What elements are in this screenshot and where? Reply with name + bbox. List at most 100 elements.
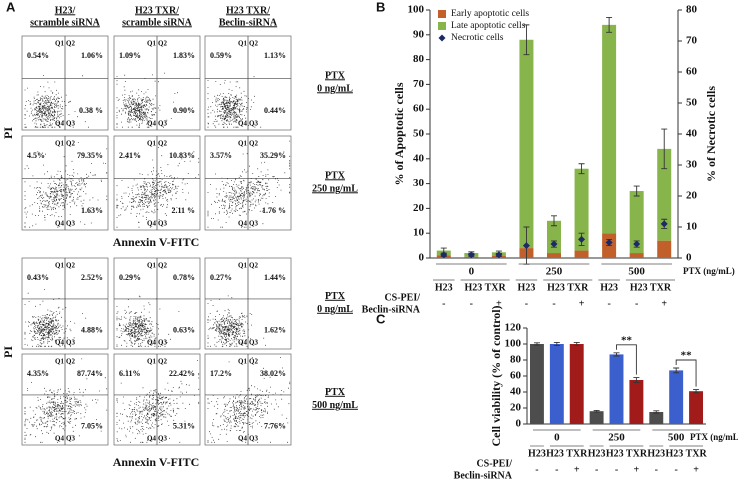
diamond-marker xyxy=(578,235,586,243)
condition-sign: - xyxy=(442,298,445,309)
y-tick-label: 90 xyxy=(413,28,425,40)
category-label: H23 TXR xyxy=(547,282,589,293)
bar xyxy=(529,344,544,424)
legend-label: Late apoptotic cells xyxy=(451,21,526,31)
error-bar xyxy=(633,185,640,197)
quadrant-percent: 1.76 % xyxy=(262,206,286,215)
quadrant-percent: 0.29% xyxy=(119,273,141,282)
bar xyxy=(549,344,564,424)
condition-sign: + xyxy=(693,464,699,475)
diamond-marker xyxy=(522,242,530,250)
row-label: 0 ng/mL xyxy=(317,304,353,315)
condition-sign: - xyxy=(555,464,558,475)
y2-tick-label: 80 xyxy=(686,4,698,16)
condition-sign: - xyxy=(674,464,677,475)
column-header: H23 TXR/ xyxy=(226,5,270,16)
quadrant-percent: 1.62% xyxy=(264,326,286,335)
category-label: H23 TXR xyxy=(666,448,708,459)
bar xyxy=(669,370,684,424)
bar-segment xyxy=(629,253,644,258)
quadrant-name: Q1 xyxy=(238,358,247,366)
y-tick-label: 60 xyxy=(413,103,425,115)
quadrant-name: Q3 xyxy=(249,220,258,228)
quadrant-percent: 35.29% xyxy=(260,151,286,160)
bar-segment xyxy=(657,148,672,241)
panel-label: C xyxy=(376,311,386,326)
condition-sign: - xyxy=(635,298,638,309)
bar-segment xyxy=(547,253,561,258)
error-bar xyxy=(633,377,640,383)
condition-label: Beclin-siRNA xyxy=(362,304,421,315)
quadrant-name: Q2 xyxy=(249,358,258,366)
quadrant-name: Q3 xyxy=(249,435,258,443)
quadrant-percent: 1.13% xyxy=(264,51,286,60)
quadrant-name: Q1 xyxy=(55,262,64,270)
condition-sign: + xyxy=(574,464,580,475)
group-axis-label: PTX (ng/mL) xyxy=(683,266,735,276)
quadrant-percent: 1.06% xyxy=(81,51,103,60)
bar-segment xyxy=(602,24,617,234)
error-bar xyxy=(553,341,560,347)
column-header: H23/ xyxy=(55,5,76,16)
bar xyxy=(689,391,704,424)
row-label: 500 ng/mL xyxy=(312,400,358,411)
quadrant-percent: 2.52% xyxy=(81,273,103,282)
y-tick-label: 10 xyxy=(413,227,425,239)
category-label: H23 xyxy=(588,448,606,459)
quadrant-name: Q4 xyxy=(147,435,156,443)
y-tick-label: 60 xyxy=(510,370,522,382)
y2-axis-label: % of Necrotic cells xyxy=(704,86,718,182)
legend-label: Necrotic cells xyxy=(451,33,504,43)
quadrant-percent: 4.88% xyxy=(81,326,103,335)
quadrant-percent: 2.41% xyxy=(119,151,141,160)
quadrant-percent: 1.83% xyxy=(173,51,195,60)
quadrant-name: Q3 xyxy=(158,120,167,128)
bar xyxy=(629,380,644,424)
group-label: 0 xyxy=(554,432,560,444)
column-header: scramble siRNA xyxy=(122,17,192,28)
y2-tick-label: 10 xyxy=(686,221,698,233)
bar-segment xyxy=(657,240,672,258)
quadrant-percent: 1.63% xyxy=(81,206,103,215)
quadrant-name: Q3 xyxy=(158,435,167,443)
y-tick-label: 100 xyxy=(408,4,425,16)
quadrant-name: Q2 xyxy=(158,358,167,366)
condition-sign: - xyxy=(615,464,618,475)
quadrant-percent: 0.27% xyxy=(210,273,232,282)
quadrant-name: Q2 xyxy=(158,140,167,148)
quadrant-name: Q2 xyxy=(66,40,75,48)
axis-label: PI xyxy=(1,127,15,139)
event-cloud xyxy=(24,289,87,347)
quadrant-name: Q4 xyxy=(238,120,247,128)
quadrant-name: Q2 xyxy=(249,262,258,270)
y-tick-label: 70 xyxy=(413,78,425,90)
quadrant-name: Q1 xyxy=(238,262,247,270)
bar-segment xyxy=(519,39,534,249)
event-cloud xyxy=(207,76,262,128)
condition-sign: + xyxy=(661,298,667,309)
quadrant-name: Q2 xyxy=(66,358,75,366)
category-label: H23 TXR xyxy=(606,448,648,459)
quadrant-percent: 38.02% xyxy=(260,369,286,378)
error-bar xyxy=(661,128,668,170)
diamond-marker xyxy=(495,251,503,259)
quadrant-name: Q4 xyxy=(238,339,247,347)
quadrant-percent: 4.35% xyxy=(27,369,49,378)
legend-marker xyxy=(438,22,446,30)
row-label: 0 ng/mL xyxy=(317,83,353,94)
quadrant-percent: 0.78% xyxy=(173,273,195,282)
row-label: PTX xyxy=(325,70,346,81)
quadrant-name: Q3 xyxy=(66,435,75,443)
quadrant-name: Q4 xyxy=(238,435,247,443)
quadrant-name: Q1 xyxy=(55,358,64,366)
quadrant-name: Q4 xyxy=(147,220,156,228)
group-label: 250 xyxy=(608,432,625,444)
quadrant-percent: 5.31% xyxy=(173,422,195,431)
event-cloud xyxy=(207,357,291,443)
y-axis-label: Cell viability (% of control) xyxy=(489,305,503,446)
y-tick-label: 120 xyxy=(505,322,522,334)
bar-segment xyxy=(574,168,589,251)
quadrant-name: Q3 xyxy=(249,339,258,347)
significance-bracket xyxy=(675,359,697,387)
quadrant-percent: 7.76% xyxy=(264,422,286,431)
